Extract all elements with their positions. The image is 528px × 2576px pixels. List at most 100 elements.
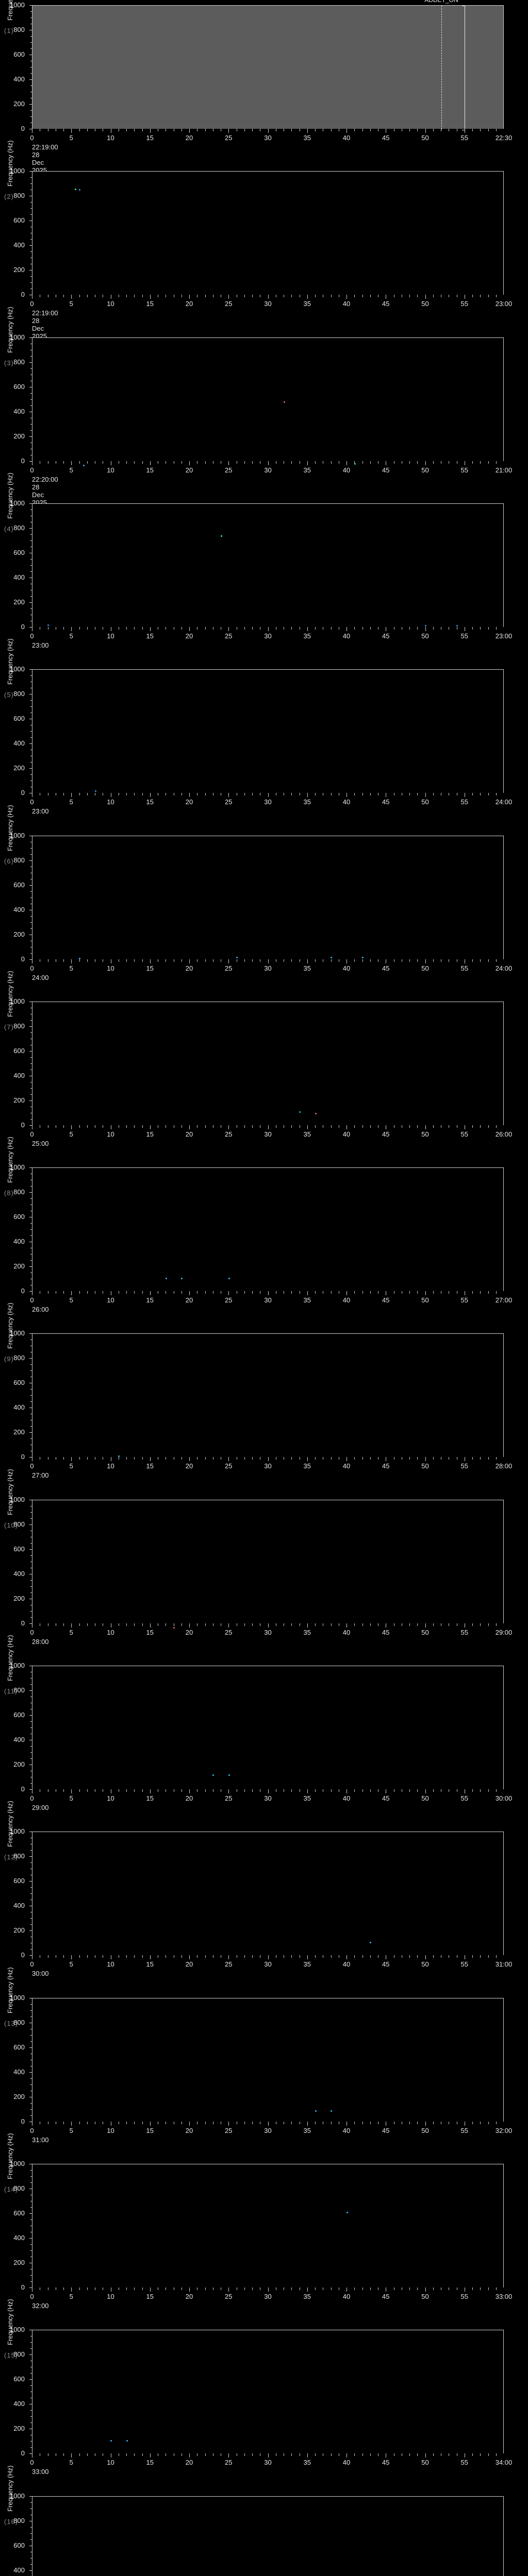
ytickmark-800-panel-8 [29,1192,32,1193]
xtickmark-40-panel-9 [346,1457,347,1461]
ytick-label-600-panel-4: 600 [0,549,25,556]
ytick-label-600-panel-13: 600 [0,2043,25,2051]
xtickmark-minor-14-panel-7 [142,1125,143,1128]
xtickmark-40-panel-1 [346,129,347,133]
xtickmark-minor-48-panel-8 [409,1291,410,1294]
xtickmark-minor-36-panel-3 [315,461,316,464]
xtickmark-minor-43-panel-12 [370,1955,371,1958]
xaxis-datetime-label-panel-13: 31:00 [32,2136,49,2144]
xtickmark-minor-48-panel-4 [409,627,410,630]
xtickmark-minor-51-panel-9 [433,1457,434,1460]
ytickmark-minor-700-panel-1 [30,42,32,43]
xtickmark-minor-41-panel-10 [354,1623,355,1626]
ytickmark-400-panel-1 [29,79,32,80]
xtick-label-35-panel-4: 35 [304,632,311,640]
xtickmark-minor-22-panel-12 [205,1955,206,1958]
ytickmark-minor-550-panel-8 [30,1223,32,1224]
xtickmark-minor-4-panel-5 [63,793,64,795]
xtickmark-20-panel-11 [189,1789,190,1793]
xtickmark-5-panel-7 [71,1125,72,1129]
ytick-label-600-panel-15: 600 [0,2375,25,2383]
xtick-hour-end-label-panel-4: 23:00 [496,632,513,640]
xtickmark-25-panel-1 [228,129,229,133]
xaxis-panel-9: 0 5 10 15 20 25 30 35 40 45 50 55 28:00 27:00 [32,1457,504,1489]
ytickmark-800-panel-3 [29,362,32,363]
spectrogram-panel-4: (4) Frequency (Hz) 0 200 400 600 800 1000 0 5 10 15… [0,498,528,664]
ytickmark-minor-850-panel-15 [30,2348,32,2349]
ytickmark-minor-300-panel-3 [30,424,32,425]
xtick-label-0-panel-8: 0 [30,1296,34,1304]
xtickmark-minor-12-panel-2 [126,295,127,297]
xtickmark-25-panel-6 [228,959,229,963]
xtick-label-25-panel-8: 25 [225,1296,232,1304]
xtickmark-5-panel-4 [71,627,72,631]
xtickmark-15-panel-10 [150,1623,151,1628]
ytickmark-minor-750-panel-7 [30,1032,32,1033]
xtickmark-40-panel-3 [346,461,347,465]
ytickmark-minor-550-panel-12 [30,1887,32,1888]
xtickmark-minor-4-panel-3 [63,461,64,464]
ytickmark-minor-250-panel-15 [30,2422,32,2423]
ytickmark-minor-700-panel-5 [30,706,32,707]
xaxis-datetime-label-panel-7: 25:00 [32,1140,49,1147]
xtickmark-30-panel-1 [268,129,269,133]
xtickmark-minor-42-panel-6 [362,959,363,962]
xtickmark-minor-49-panel-7 [417,1125,418,1128]
xtickmark-minor-22-panel-7 [205,1125,206,1128]
xtick-label-15-panel-3: 15 [146,466,154,474]
ytickmark-minor-650-panel-13 [30,2041,32,2042]
data-point-panel-7-0 [299,1111,301,1113]
xtick-label-25-panel-14: 25 [225,2293,232,2300]
xtickmark-30-panel-4 [268,627,269,631]
xtickmark-minor-33-panel-5 [291,793,292,795]
xtickmark-20-panel-10 [189,1623,190,1628]
xtickmark-minor-22-panel-14 [205,2287,206,2290]
xtick-label-40-panel-7: 40 [343,1130,350,1138]
ytickmark-600-panel-6 [29,885,32,886]
xtickmark-5-panel-8 [71,1291,72,1295]
ytickmark-400-panel-14 [29,2238,32,2239]
xtick-label-10-panel-1: 10 [107,134,114,142]
xtickmark-minor-58-panel-5 [488,793,489,795]
xtickmark-minor-38-panel-2 [331,295,332,297]
xtickmark-minor-36-panel-13 [315,2122,316,2124]
xtickmark-minor-43-panel-5 [370,793,371,795]
xtickmark-5-panel-1 [71,129,72,133]
ytickmark-minor-300-panel-8 [30,1254,32,1255]
xtickmark-minor-51-panel-7 [433,1125,434,1128]
xtickmark-minor-42-panel-5 [362,793,363,795]
xtickmark-25-panel-3 [228,461,229,465]
xtick-hour-end-label-panel-1: 22:30 [496,134,513,142]
xtickmark-minor-27-panel-2 [244,295,245,297]
ytickmark-minor-750-panel-12 [30,1862,32,1863]
plot-area-panel-9 [32,1333,504,1457]
xtick-label-45-panel-13: 45 [382,2127,389,2134]
xtick-label-25-panel-9: 25 [225,1462,232,1470]
xtickmark-minor-14-panel-8 [142,1291,143,1294]
xtickmark-20-panel-4 [189,627,190,631]
xtickmark-50-panel-1 [425,129,426,133]
xtickmark-minor-28-panel-8 [252,1291,253,1294]
ytickmark-minor-750-panel-1 [30,36,32,37]
xtick-label-35-panel-7: 35 [304,1130,311,1138]
spectrogram-panel-16: (16)Frequency (Hz)0200400600800100005101… [0,2491,528,2576]
xtickmark-5-panel-5 [71,793,72,797]
xtick-label-40-panel-4: 40 [343,632,350,640]
xtickmark-minor-7-panel-11 [87,1789,88,1792]
xtickmark-minor-42-panel-14 [362,2287,363,2290]
ytick-label-600-panel-2: 600 [0,216,25,224]
xtickmark-minor-38-panel-10 [331,1623,332,1626]
xtick-label-0-panel-7: 0 [30,1130,34,1138]
ytickmark-minor-650-panel-1 [30,48,32,49]
data-point-panel-12-0 [370,1942,371,1943]
xtick-label-35-panel-2: 35 [304,300,311,308]
ytickmark-200-panel-12 [29,1930,32,1931]
xtickmark-35-panel-13 [307,2122,308,2126]
xtickmark-20-panel-15 [189,2453,190,2458]
xtickmark-minor-48-panel-9 [409,1457,410,1460]
ytickmark-1000-panel-1 [29,5,32,6]
ytickmark-minor-500-panel-12 [30,1893,32,1894]
ytickmark-minor-50-panel-15 [30,2447,32,2448]
xtickmark-25-panel-13 [228,2122,229,2126]
xtickmark-minor-13-panel-12 [134,1955,135,1958]
